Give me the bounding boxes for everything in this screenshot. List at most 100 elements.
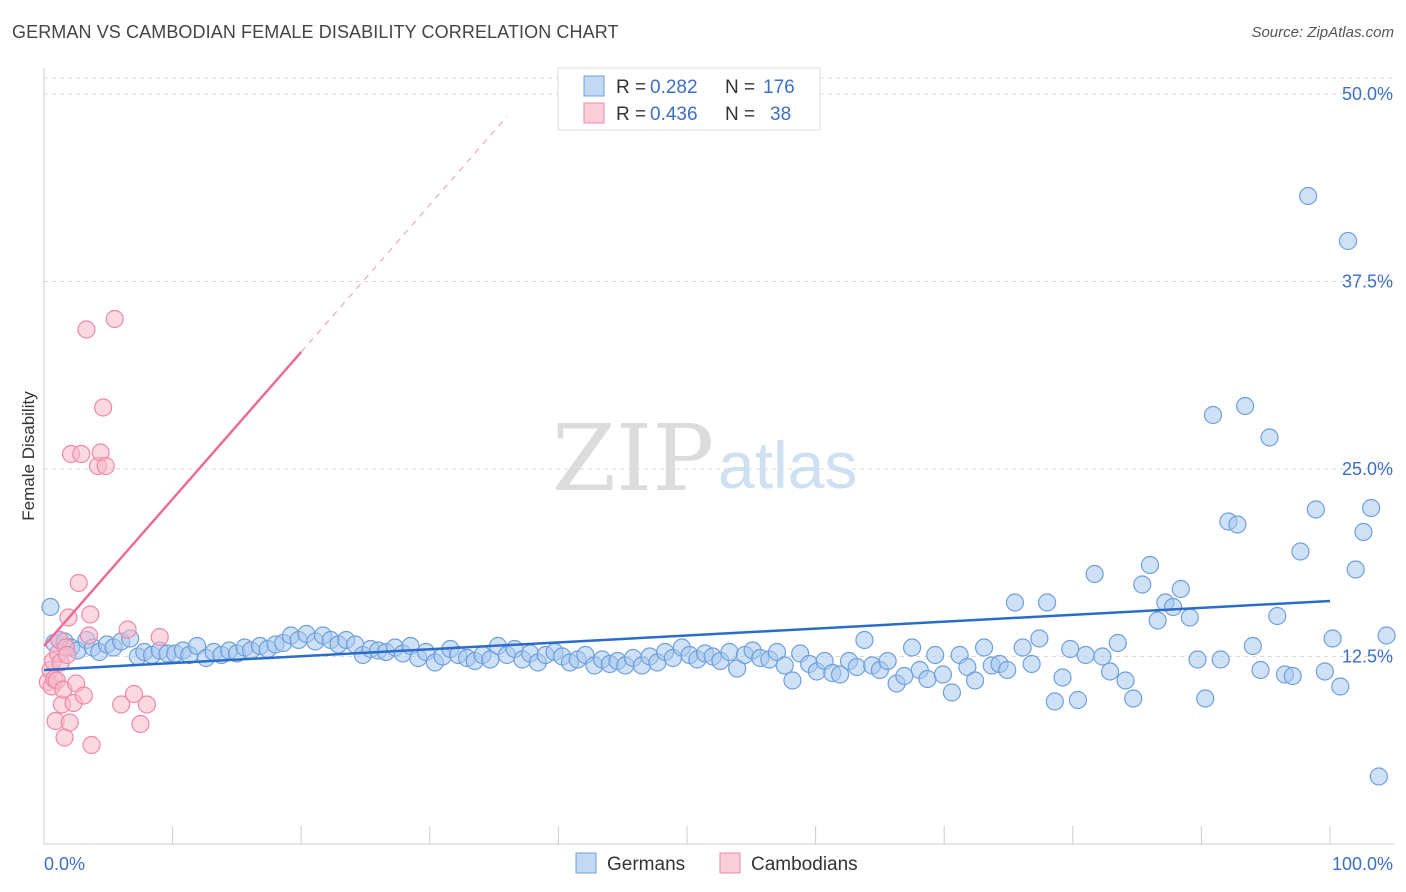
- german-point: [481, 650, 500, 669]
- german-point: [41, 597, 60, 617]
- legend-r-label-germans: R =: [616, 77, 646, 98]
- german-point: [1116, 671, 1135, 690]
- german-point: [1338, 231, 1358, 251]
- german-point: [775, 656, 794, 675]
- german-point: [1188, 650, 1207, 669]
- gridlines: [44, 77, 1394, 657]
- german-point: [1291, 542, 1310, 561]
- german-point: [1108, 633, 1127, 653]
- german-point: [1100, 662, 1120, 681]
- bottom-legend-swatch-germans: [575, 852, 597, 874]
- y-tick-label: 25.0%: [1342, 459, 1393, 479]
- german-point: [1164, 597, 1183, 617]
- german-point: [958, 657, 977, 677]
- legend-n-label-germans: N =: [725, 77, 755, 98]
- german-point: [1133, 575, 1152, 594]
- german-point: [1362, 498, 1381, 518]
- german-point: [1299, 186, 1318, 206]
- german-point: [878, 651, 897, 671]
- watermark-atlas: atlas: [718, 428, 857, 502]
- source-credit: Source: ZipAtlas.com: [1251, 24, 1394, 41]
- german-point: [918, 669, 937, 689]
- cambodian-point: [118, 620, 137, 639]
- cambodian-point: [124, 684, 144, 704]
- bottom-legend-swatch-cambodians: [719, 852, 741, 874]
- cambodian-points: [38, 309, 169, 755]
- correlation-legend: R = 0.282 N = 176 R = 0.436 N = 38: [557, 67, 821, 131]
- german-point: [830, 665, 850, 684]
- german-point: [1005, 593, 1025, 612]
- german-point: [1076, 645, 1095, 665]
- y-tick-label: 50.0%: [1342, 84, 1393, 104]
- german-point: [1180, 608, 1199, 627]
- cambodian-point: [94, 398, 113, 417]
- watermark-zip: ZIP: [552, 405, 714, 512]
- german-point: [1228, 515, 1247, 534]
- german-point: [1243, 636, 1262, 656]
- german-point: [1377, 626, 1396, 645]
- german-point: [1140, 555, 1160, 575]
- german-point: [1331, 677, 1350, 696]
- legend-swatch-cambodians: [583, 102, 605, 124]
- cambodian-point: [72, 444, 91, 464]
- german-point: [728, 659, 747, 678]
- cambodian-point: [58, 645, 77, 665]
- cambodian-trend-line: [43, 351, 303, 647]
- german-point: [1211, 650, 1230, 669]
- series-legend: Germans Cambodians: [575, 852, 858, 875]
- german-point: [783, 671, 802, 690]
- legend-r-label-cambodians: R =: [616, 104, 646, 125]
- german-point: [767, 642, 787, 662]
- bottom-legend-germans: Germans: [607, 854, 685, 875]
- legend-r-value-germans: 0.282: [650, 77, 698, 98]
- german-point: [855, 630, 874, 650]
- legend-n-value-germans: 176: [763, 77, 795, 98]
- legend-n-value-cambodians: 38: [770, 104, 791, 125]
- german-point: [965, 671, 985, 690]
- german-point: [895, 666, 914, 686]
- german-point: [1354, 522, 1373, 542]
- german-point: [847, 657, 866, 677]
- german-point: [926, 645, 945, 665]
- german-point: [1022, 654, 1041, 674]
- german-point: [1037, 593, 1057, 612]
- german-point: [1203, 405, 1223, 425]
- german-point: [1315, 662, 1334, 681]
- german-point: [1068, 690, 1088, 710]
- german-point: [1053, 668, 1072, 687]
- german-point: [933, 665, 953, 684]
- cambodian-point: [74, 686, 93, 705]
- german-point: [1306, 500, 1325, 519]
- x-tick-label-max: 100.0%: [1332, 854, 1393, 874]
- cambodian-point: [112, 695, 131, 714]
- cambodian-point: [131, 714, 150, 734]
- german-point: [1061, 639, 1080, 659]
- legend-r-value-cambodians: 0.436: [650, 104, 698, 125]
- german-point: [1268, 606, 1287, 626]
- german-point: [1124, 689, 1143, 708]
- y-tick-label: 12.5%: [1342, 647, 1393, 667]
- german-point: [998, 660, 1017, 680]
- y-tick-label: 37.5%: [1342, 272, 1393, 292]
- cambodian-point: [82, 735, 101, 755]
- german-point: [974, 638, 994, 657]
- y-axis-label: Female Disability: [19, 391, 38, 521]
- cambodian-point: [81, 605, 100, 624]
- y-axis-tick-labels: 12.5% 25.0% 37.5% 50.0%: [1342, 84, 1393, 667]
- german-point: [902, 638, 922, 657]
- bottom-legend-cambodians: Cambodians: [751, 854, 858, 875]
- german-point: [1236, 396, 1255, 416]
- german-point: [1251, 660, 1270, 680]
- cambodian-point: [137, 695, 156, 714]
- german-point: [1369, 767, 1388, 786]
- cambodian-point: [79, 626, 99, 645]
- x-tick-label-min: 0.0%: [44, 854, 85, 874]
- legend-swatch-germans: [583, 75, 605, 97]
- chart-title: GERMAN VS CAMBODIAN FEMALE DISABILITY CO…: [12, 22, 619, 42]
- x-axis-ticks: [43, 826, 1331, 844]
- cambodian-trend-extension: [300, 116, 508, 353]
- german-point: [1085, 564, 1104, 584]
- german-point: [1283, 666, 1302, 686]
- cambodian-point: [150, 627, 169, 647]
